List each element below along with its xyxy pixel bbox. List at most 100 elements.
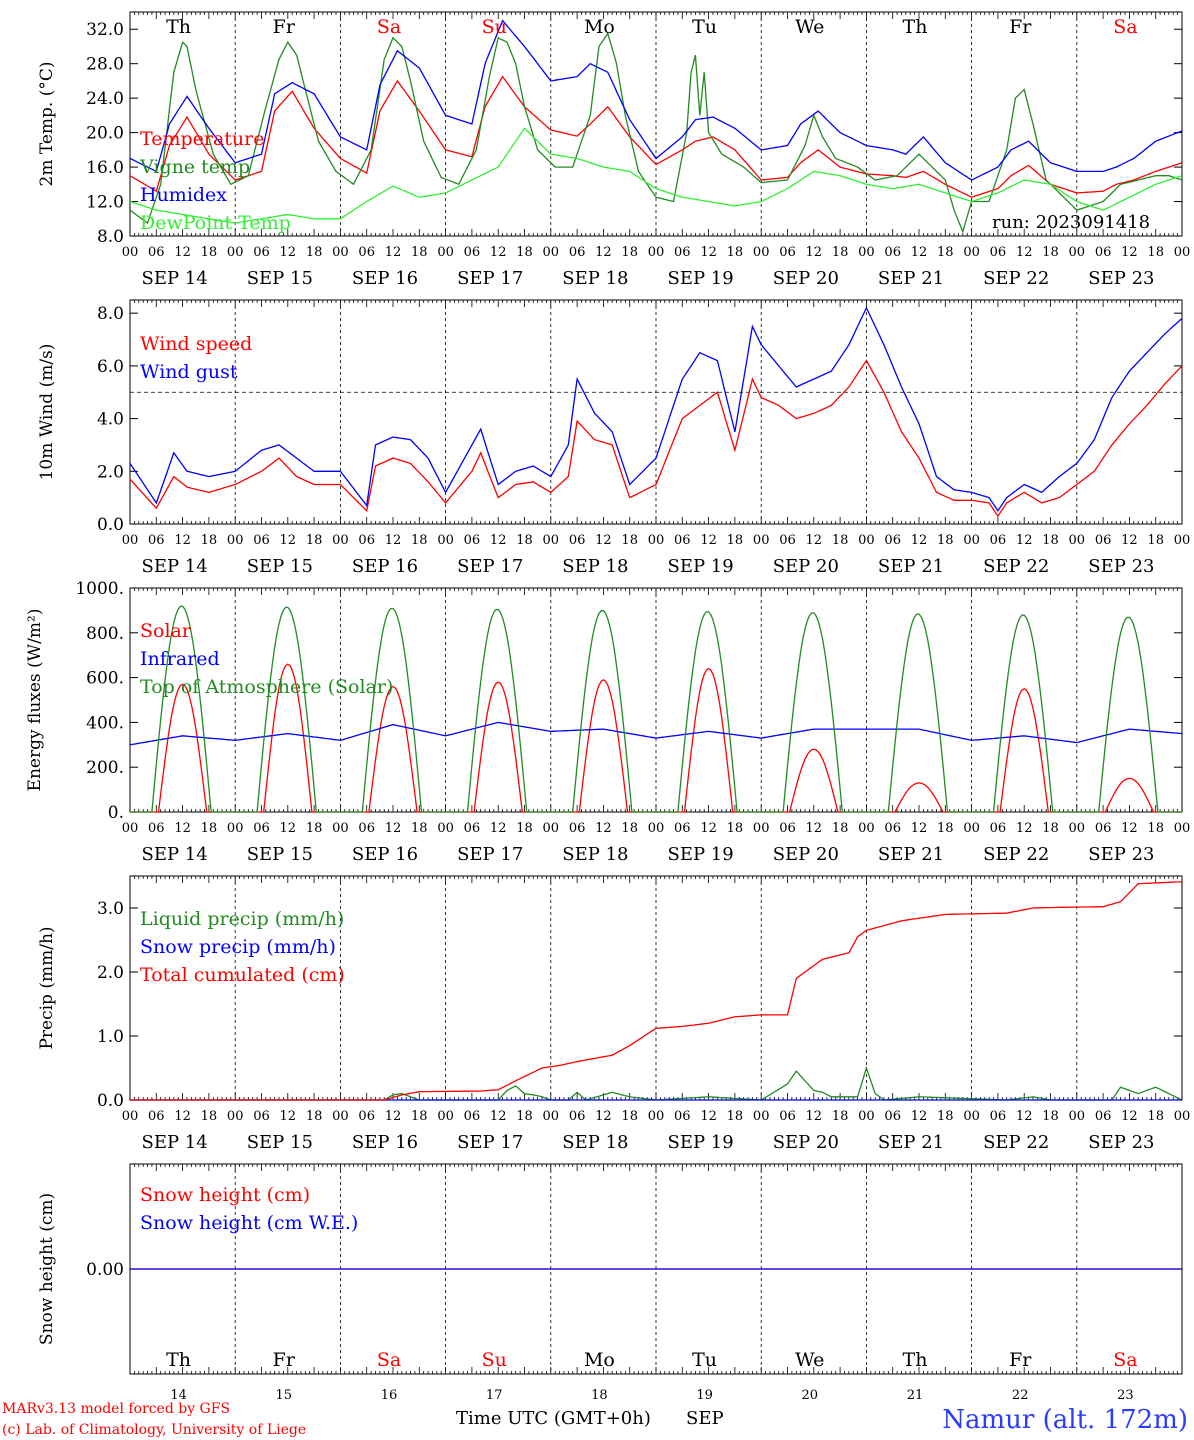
y-tick-label: 2.0 [97,963,124,983]
x-hour-label: 06 [358,821,375,836]
x-hour-label: 00 [227,245,244,260]
x-date-label: SEP 20 [773,844,839,865]
x-date-label: SEP 14 [141,556,207,577]
x-date-label: SEP 20 [773,556,839,577]
y-tick-label: 0.0 [97,515,124,535]
x-hour-label: 06 [990,821,1007,836]
run-label: run: 2023091418 [992,212,1150,233]
x-date-label: SEP 18 [562,844,628,865]
x-hour-label: 18 [937,533,954,548]
day-number: 20 [802,1388,819,1403]
x-date-label: SEP 14 [141,1132,207,1153]
x-hour-label: 12 [385,821,402,836]
x-hour-label: 06 [464,245,481,260]
x-hour-label: 00 [332,1109,349,1124]
x-hour-label: 06 [779,533,796,548]
legend-entry: Top of Atmosphere (Solar) [140,676,393,698]
x-hour-label: 06 [674,1109,691,1124]
legend-entry: Snow height (cm W.E.) [140,1212,358,1234]
x-hour-label: 00 [437,1109,454,1124]
y-axis-title: 2m Temp. (°C) [37,61,57,186]
x-hour-label: 18 [621,1109,638,1124]
x-hour-label: 00 [858,821,875,836]
x-hour-label: 00 [437,245,454,260]
x-hour-label: 00 [227,1109,244,1124]
x-hour-label: 06 [253,245,270,260]
x-hour-label: 06 [253,1109,270,1124]
x-hour-label: 00 [227,533,244,548]
x-date-label: SEP 19 [667,556,733,577]
day-number: 18 [591,1388,608,1403]
x-hour-label: 06 [358,533,375,548]
legend-entry: Snow height (cm) [140,1184,310,1206]
x-hour-label: 18 [937,821,954,836]
y-tick-label: 16.0 [86,158,124,178]
day-number: 22 [1012,1388,1029,1403]
x-hour-label: 12 [490,1109,507,1124]
x-hour-label: 18 [1147,1109,1164,1124]
x-hour-label: 12 [806,533,823,548]
x-hour-label: 06 [569,533,586,548]
x-hour-label: 12 [490,533,507,548]
x-hour-label: 00 [858,245,875,260]
x-hour-label: 12 [595,245,612,260]
x-hour-label: 18 [306,533,323,548]
x-hour-label: 06 [884,821,901,836]
y-tick-label: 800. [86,624,124,644]
x-hour-label: 12 [490,821,507,836]
day-number: 19 [696,1388,713,1403]
y-tick-label: 400. [86,713,124,733]
x-hour-label: 18 [306,1109,323,1124]
day-of-week-bottom: We [795,1349,824,1371]
x-hour-label: 12 [1121,1109,1138,1124]
x-hour-label: 12 [280,533,297,548]
x-hour-label: 18 [1042,533,1059,548]
x-hour-label: 06 [990,245,1007,260]
x-hour-label: 00 [543,245,560,260]
x-hour-label: 06 [884,245,901,260]
day-of-week-bottom: Mo [584,1349,615,1371]
y-tick-label: 1.0 [97,1027,124,1047]
legend-entry: Snow precip (mm/h) [140,936,336,958]
x-hour-label: 06 [884,533,901,548]
x-hour-label: 18 [516,821,533,836]
x-hour-label: 00 [122,1109,139,1124]
legend-entry: Vigne temp [139,156,250,178]
x-hour-label: 12 [911,533,928,548]
y-tick-label: 0. [108,803,124,823]
day-number: 15 [276,1388,293,1403]
x-hour-label: 12 [806,821,823,836]
x-hour-label: 18 [306,821,323,836]
day-of-week-bottom: Th [903,1349,928,1371]
x-hour-label: 00 [753,533,770,548]
x-hour-label: 12 [595,1109,612,1124]
x-hour-label: 00 [753,821,770,836]
x-date-label: SEP 14 [141,844,207,865]
y-tick-label: 32.0 [86,20,124,40]
panel-2: 0.0 2.0 4.0 6.0 8.0 10m Wind (m/s) 00 06 12 18 SEP… [37,299,1190,577]
legend-entry: Total cumulated (cm) [140,964,345,986]
day-number: 21 [907,1388,924,1403]
day-of-week-top: Su [482,16,507,38]
x-hour-label: 00 [1174,821,1191,836]
y-axis-title: Energy fluxes (W/m²) [25,609,45,792]
day-of-week-top: Th [903,16,928,38]
x-hour-label: 06 [674,245,691,260]
x-hour-label: 18 [1042,245,1059,260]
x-hour-label: 18 [201,245,218,260]
x-hour-label: 18 [1042,821,1059,836]
y-tick-label: 6.0 [97,357,124,377]
x-date-label: SEP 15 [247,268,313,289]
x-hour-label: 06 [148,821,165,836]
x-date-label: SEP 15 [247,556,313,577]
day-number: 14 [170,1388,187,1403]
y-tick-label: 8.0 [97,227,124,247]
x-date-label: SEP 21 [878,268,944,289]
x-hour-label: 18 [621,533,638,548]
x-hour-label: 18 [201,533,218,548]
x-hour-label: 06 [253,821,270,836]
y-tick-label: 4.0 [97,410,124,430]
x-hour-label: 00 [1069,245,1086,260]
x-hour-label: 18 [727,245,744,260]
x-hour-label: 12 [700,533,717,548]
